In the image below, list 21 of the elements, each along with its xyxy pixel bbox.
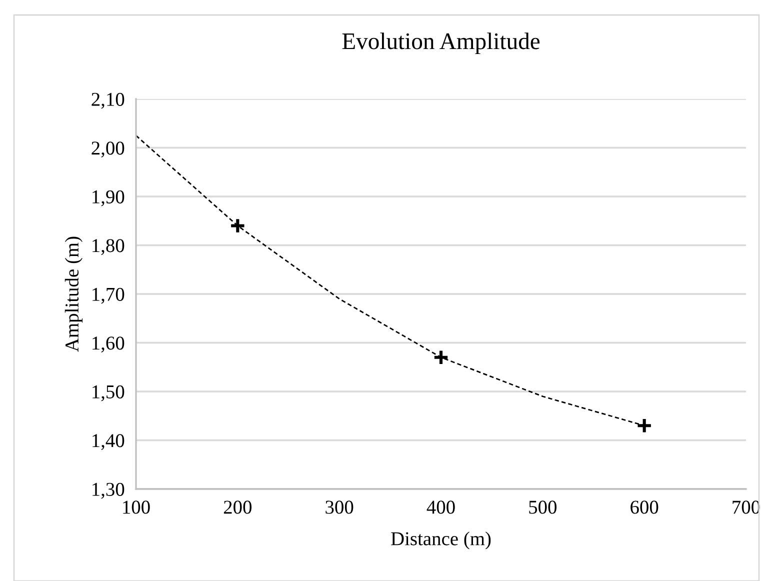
y-tick-label: 1,40	[92, 434, 124, 450]
x-tick-label: 100	[123, 500, 150, 514]
y-tick-label: 1,70	[92, 288, 124, 304]
x-axis-title: Distance (m)	[391, 532, 491, 550]
y-axis-title: Amplitude (m)	[64, 236, 83, 352]
point	[230, 218, 246, 234]
x-tick-label: 400	[426, 500, 455, 514]
x-tick-label: 500	[529, 500, 557, 514]
y-tick-label: 2,10	[92, 92, 124, 109]
chart-title: Evolution Amplitude	[342, 32, 540, 54]
x-tick-label: 200	[224, 500, 252, 514]
y-tick-label: 1,80	[92, 239, 124, 255]
y-tick-label: 1,30	[92, 482, 124, 499]
x-tick-label: 300	[326, 500, 354, 514]
y-tick-label: 1,50	[92, 385, 124, 402]
point	[432, 349, 450, 366]
point	[636, 418, 652, 434]
y-tick-label: 1,60	[92, 336, 124, 352]
x-tick-label: 600	[630, 500, 658, 514]
y-tick-label: 2,00	[92, 142, 124, 158]
y-tick-label: 1,90	[92, 190, 124, 206]
